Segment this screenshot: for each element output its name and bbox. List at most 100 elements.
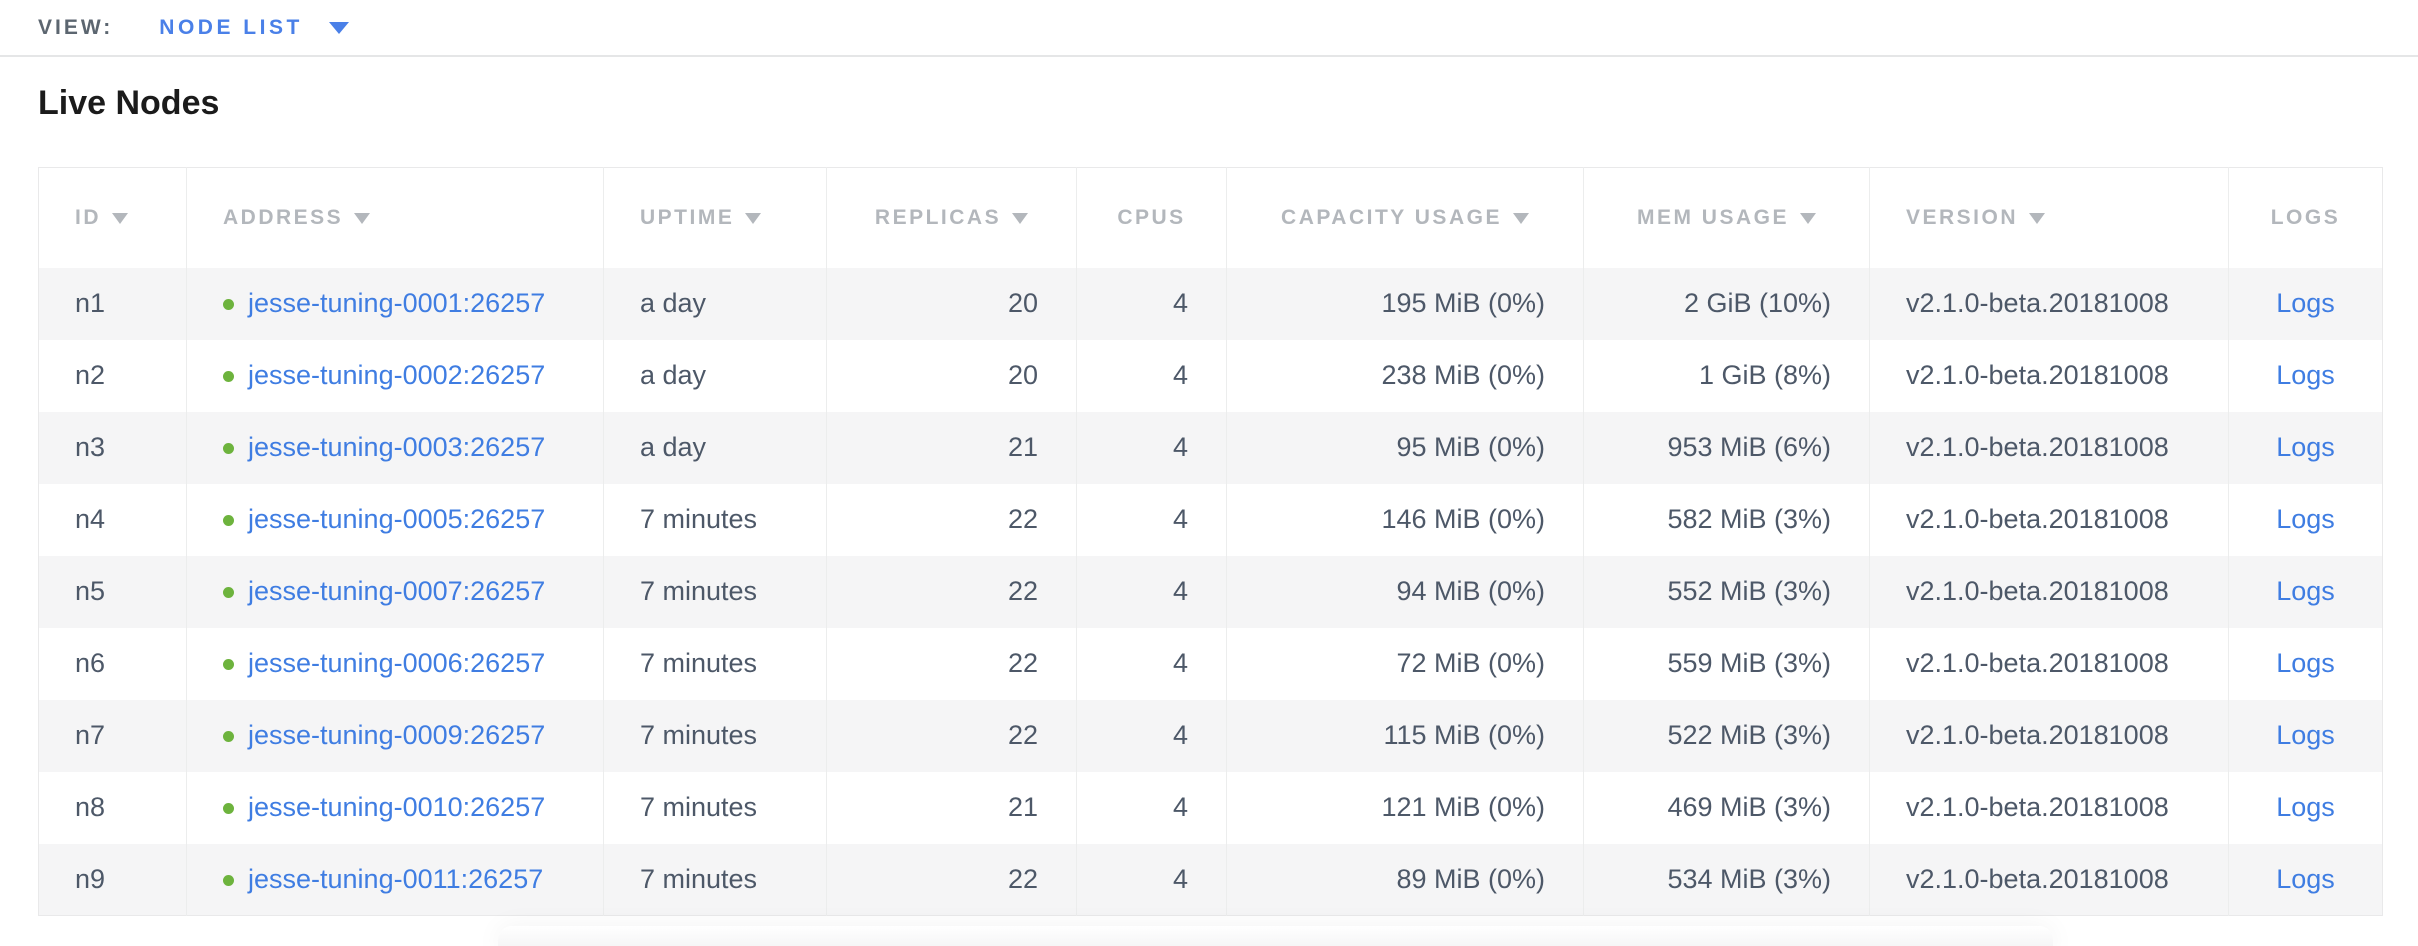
column-header-label: ID xyxy=(75,205,101,229)
node-row-n1: n1 jesse-tuning-0001:26257 a day 20 4 195 MiB… xyxy=(38,267,2383,340)
capacity-cell: 238 MiB (0%) xyxy=(1226,339,1584,412)
replicas-cell: 22 xyxy=(826,627,1077,700)
node-logs-link[interactable]: Logs xyxy=(2276,720,2335,750)
node-logs-link[interactable]: Logs xyxy=(2276,576,2335,606)
next-section-card-edge xyxy=(498,926,2053,946)
address-cell: jesse-tuning-0011:26257 xyxy=(186,843,604,916)
version-cell: v2.1.0-beta.20181008 xyxy=(1869,483,2229,556)
version-cell: v2.1.0-beta.20181008 xyxy=(1869,843,2229,916)
node-live-status-icon xyxy=(223,731,234,742)
version-cell: v2.1.0-beta.20181008 xyxy=(1869,339,2229,412)
cpus-cell: 4 xyxy=(1076,771,1227,844)
capacity-cell: 121 MiB (0%) xyxy=(1226,771,1584,844)
capacity-cell: 115 MiB (0%) xyxy=(1226,699,1584,772)
version-cell: v2.1.0-beta.20181008 xyxy=(1869,627,2229,700)
node-address-link[interactable]: jesse-tuning-0007:26257 xyxy=(248,576,546,606)
node-logs-link[interactable]: Logs xyxy=(2276,360,2335,390)
column-header-address[interactable]: ADDRESS xyxy=(186,167,604,268)
mem-cell: 1 GiB (8%) xyxy=(1583,339,1870,412)
address-cell: jesse-tuning-0005:26257 xyxy=(186,483,604,556)
sort-desc-icon xyxy=(354,212,371,224)
address-cell: jesse-tuning-0006:26257 xyxy=(186,627,604,700)
node-address-link[interactable]: jesse-tuning-0011:26257 xyxy=(248,863,544,894)
cpus-cell: 4 xyxy=(1076,843,1227,916)
column-header-label: VERSION xyxy=(1906,205,2019,229)
node-logs-link[interactable]: Logs xyxy=(2276,648,2335,678)
uptime-cell: 7 minutes xyxy=(603,627,827,700)
node-row-n6: n6 jesse-tuning-0006:26257 7 minutes 22 4 72 … xyxy=(38,627,2383,700)
cpus-cell: 4 xyxy=(1076,555,1227,628)
sort-desc-icon xyxy=(745,212,762,224)
node-address-link[interactable]: jesse-tuning-0003:26257 xyxy=(248,432,546,462)
view-selector-dropdown[interactable]: NODE LIST xyxy=(159,16,349,40)
node-row-n4: n4 jesse-tuning-0005:26257 7 minutes 22 4 146… xyxy=(38,483,2383,556)
node-row-n9: n9 jesse-tuning-0011:26257 7 minutes 22 4 89 … xyxy=(38,843,2383,916)
column-header-label: ADDRESS xyxy=(223,205,344,229)
version-cell: v2.1.0-beta.20181008 xyxy=(1869,771,2229,844)
mem-cell: 522 MiB (3%) xyxy=(1583,699,1870,772)
node-address-link[interactable]: jesse-tuning-0005:26257 xyxy=(248,504,546,534)
node-logs-link[interactable]: Logs xyxy=(2276,504,2335,534)
mem-cell: 953 MiB (6%) xyxy=(1583,411,1870,484)
uptime-cell: 7 minutes xyxy=(603,483,827,556)
node-logs-link[interactable]: Logs xyxy=(2276,863,2335,894)
column-header-replicas[interactable]: REPLICAS xyxy=(826,167,1077,268)
cpus-cell: 4 xyxy=(1076,267,1227,340)
id-cell: n8 xyxy=(75,792,106,822)
replicas-cell: 22 xyxy=(826,483,1077,556)
node-row-n5: n5 jesse-tuning-0007:26257 7 minutes 22 4 94 … xyxy=(38,555,2383,628)
version-cell: v2.1.0-beta.20181008 xyxy=(1869,699,2229,772)
node-address-link[interactable]: jesse-tuning-0001:26257 xyxy=(248,288,546,318)
version-cell: v2.1.0-beta.20181008 xyxy=(1869,411,2229,484)
address-cell: jesse-tuning-0002:26257 xyxy=(186,339,604,412)
node-live-status-icon xyxy=(223,371,234,382)
column-header-label: LOGS xyxy=(2270,205,2341,229)
logs-cell: Logs xyxy=(2228,339,2383,412)
uptime-cell: 7 minutes xyxy=(603,843,827,916)
view-bar: VIEW: NODE LIST xyxy=(0,0,2418,57)
node-live-status-icon xyxy=(223,587,234,598)
node-address-link[interactable]: jesse-tuning-0006:26257 xyxy=(248,648,546,678)
uptime-cell: a day xyxy=(603,339,827,412)
address-cell: jesse-tuning-0010:26257 xyxy=(186,771,604,844)
live-nodes-section: Live Nodes ID ADDRESS UPTIME REPLICAS CPUS CA… xyxy=(0,84,2418,916)
mem-cell: 2 GiB (10%) xyxy=(1583,267,1870,340)
mem-cell: 469 MiB (3%) xyxy=(1583,771,1870,844)
sort-desc-icon xyxy=(1012,212,1029,224)
mem-cell: 582 MiB (3%) xyxy=(1583,483,1870,556)
view-label: VIEW: xyxy=(38,15,114,39)
cpus-cell: 4 xyxy=(1076,699,1227,772)
cpus-cell: 4 xyxy=(1076,339,1227,412)
node-address-link[interactable]: jesse-tuning-0010:26257 xyxy=(248,792,546,822)
logs-cell: Logs xyxy=(2228,411,2383,484)
node-address-link[interactable]: jesse-tuning-0002:26257 xyxy=(248,360,546,390)
id-cell: n6 xyxy=(75,648,106,678)
node-logs-link[interactable]: Logs xyxy=(2276,792,2335,822)
column-header-capacity[interactable]: CAPACITY USAGE xyxy=(1226,167,1584,268)
column-header-uptime[interactable]: UPTIME xyxy=(603,167,827,268)
capacity-cell: 195 MiB (0%) xyxy=(1226,267,1584,340)
capacity-cell: 94 MiB (0%) xyxy=(1226,555,1584,628)
node-row-n7: n7 jesse-tuning-0009:26257 7 minutes 22 4 115… xyxy=(38,699,2383,772)
sort-desc-icon xyxy=(2029,212,2046,224)
mem-cell: 552 MiB (3%) xyxy=(1583,555,1870,628)
replicas-cell: 22 xyxy=(826,555,1077,628)
id-cell: n7 xyxy=(75,720,106,750)
logs-cell: Logs xyxy=(2228,483,2383,556)
id-cell: n2 xyxy=(75,360,106,390)
node-address-link[interactable]: jesse-tuning-0009:26257 xyxy=(248,720,546,750)
address-cell: jesse-tuning-0009:26257 xyxy=(186,699,604,772)
column-header-label: MEM USAGE xyxy=(1636,205,1789,229)
column-header-id[interactable]: ID xyxy=(38,167,187,268)
column-header-mem[interactable]: MEM USAGE xyxy=(1583,167,1870,268)
replicas-cell: 22 xyxy=(826,699,1077,772)
capacity-cell: 95 MiB (0%) xyxy=(1226,411,1584,484)
node-logs-link[interactable]: Logs xyxy=(2276,432,2335,462)
table-header-row: ID ADDRESS UPTIME REPLICAS CPUS CAPACITY USAG… xyxy=(38,167,2383,268)
mem-cell: 534 MiB (3%) xyxy=(1583,843,1870,916)
column-header-version[interactable]: VERSION xyxy=(1869,167,2229,268)
node-logs-link[interactable]: Logs xyxy=(2276,288,2335,318)
node-live-status-icon xyxy=(223,515,234,526)
sort-desc-icon xyxy=(112,212,128,224)
id-cell: n9 xyxy=(75,863,106,894)
